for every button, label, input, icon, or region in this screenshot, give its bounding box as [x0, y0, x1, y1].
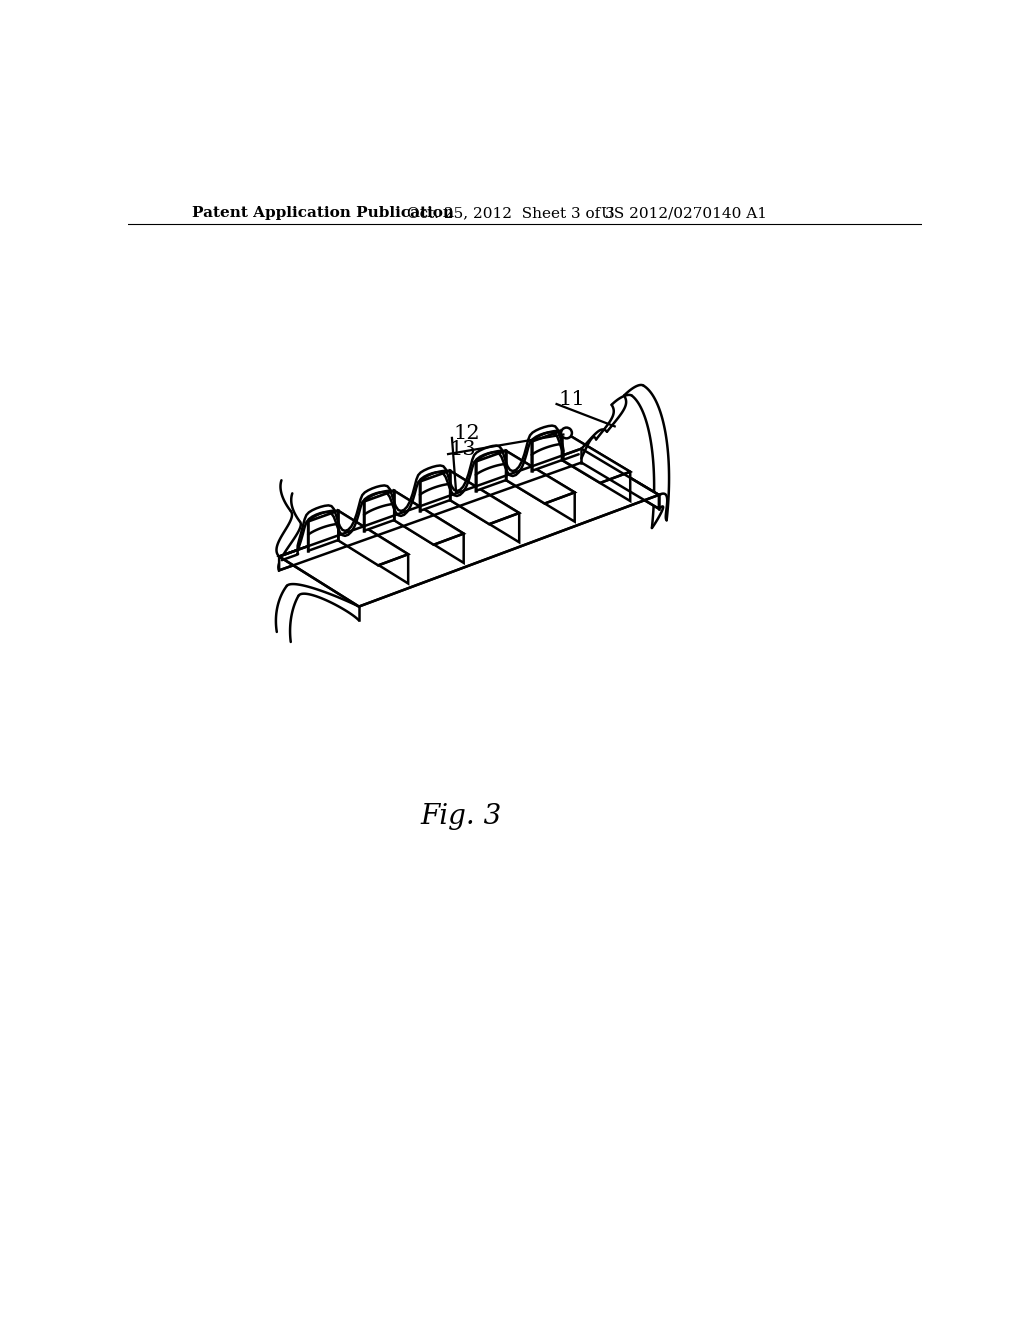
Polygon shape: [531, 430, 630, 483]
Text: Fig. 3: Fig. 3: [421, 804, 502, 830]
Polygon shape: [582, 449, 658, 508]
Polygon shape: [562, 430, 630, 502]
Text: Oct. 25, 2012  Sheet 3 of 3: Oct. 25, 2012 Sheet 3 of 3: [407, 206, 614, 220]
Polygon shape: [280, 449, 658, 607]
Polygon shape: [364, 491, 394, 531]
Polygon shape: [338, 511, 409, 583]
Text: US 2012/0270140 A1: US 2012/0270140 A1: [601, 206, 767, 220]
Text: 12: 12: [454, 424, 480, 442]
Text: 11: 11: [559, 389, 586, 409]
Polygon shape: [280, 449, 582, 570]
Polygon shape: [451, 471, 519, 543]
Polygon shape: [476, 451, 574, 503]
Polygon shape: [531, 430, 562, 471]
Polygon shape: [394, 491, 464, 562]
Polygon shape: [420, 471, 519, 524]
Polygon shape: [308, 511, 409, 565]
Circle shape: [561, 428, 572, 438]
Text: 13: 13: [450, 440, 476, 459]
Polygon shape: [476, 451, 506, 491]
Polygon shape: [308, 511, 338, 550]
Polygon shape: [420, 471, 451, 511]
Polygon shape: [506, 451, 574, 521]
Polygon shape: [364, 491, 464, 545]
Text: Patent Application Publication: Patent Application Publication: [191, 206, 454, 220]
